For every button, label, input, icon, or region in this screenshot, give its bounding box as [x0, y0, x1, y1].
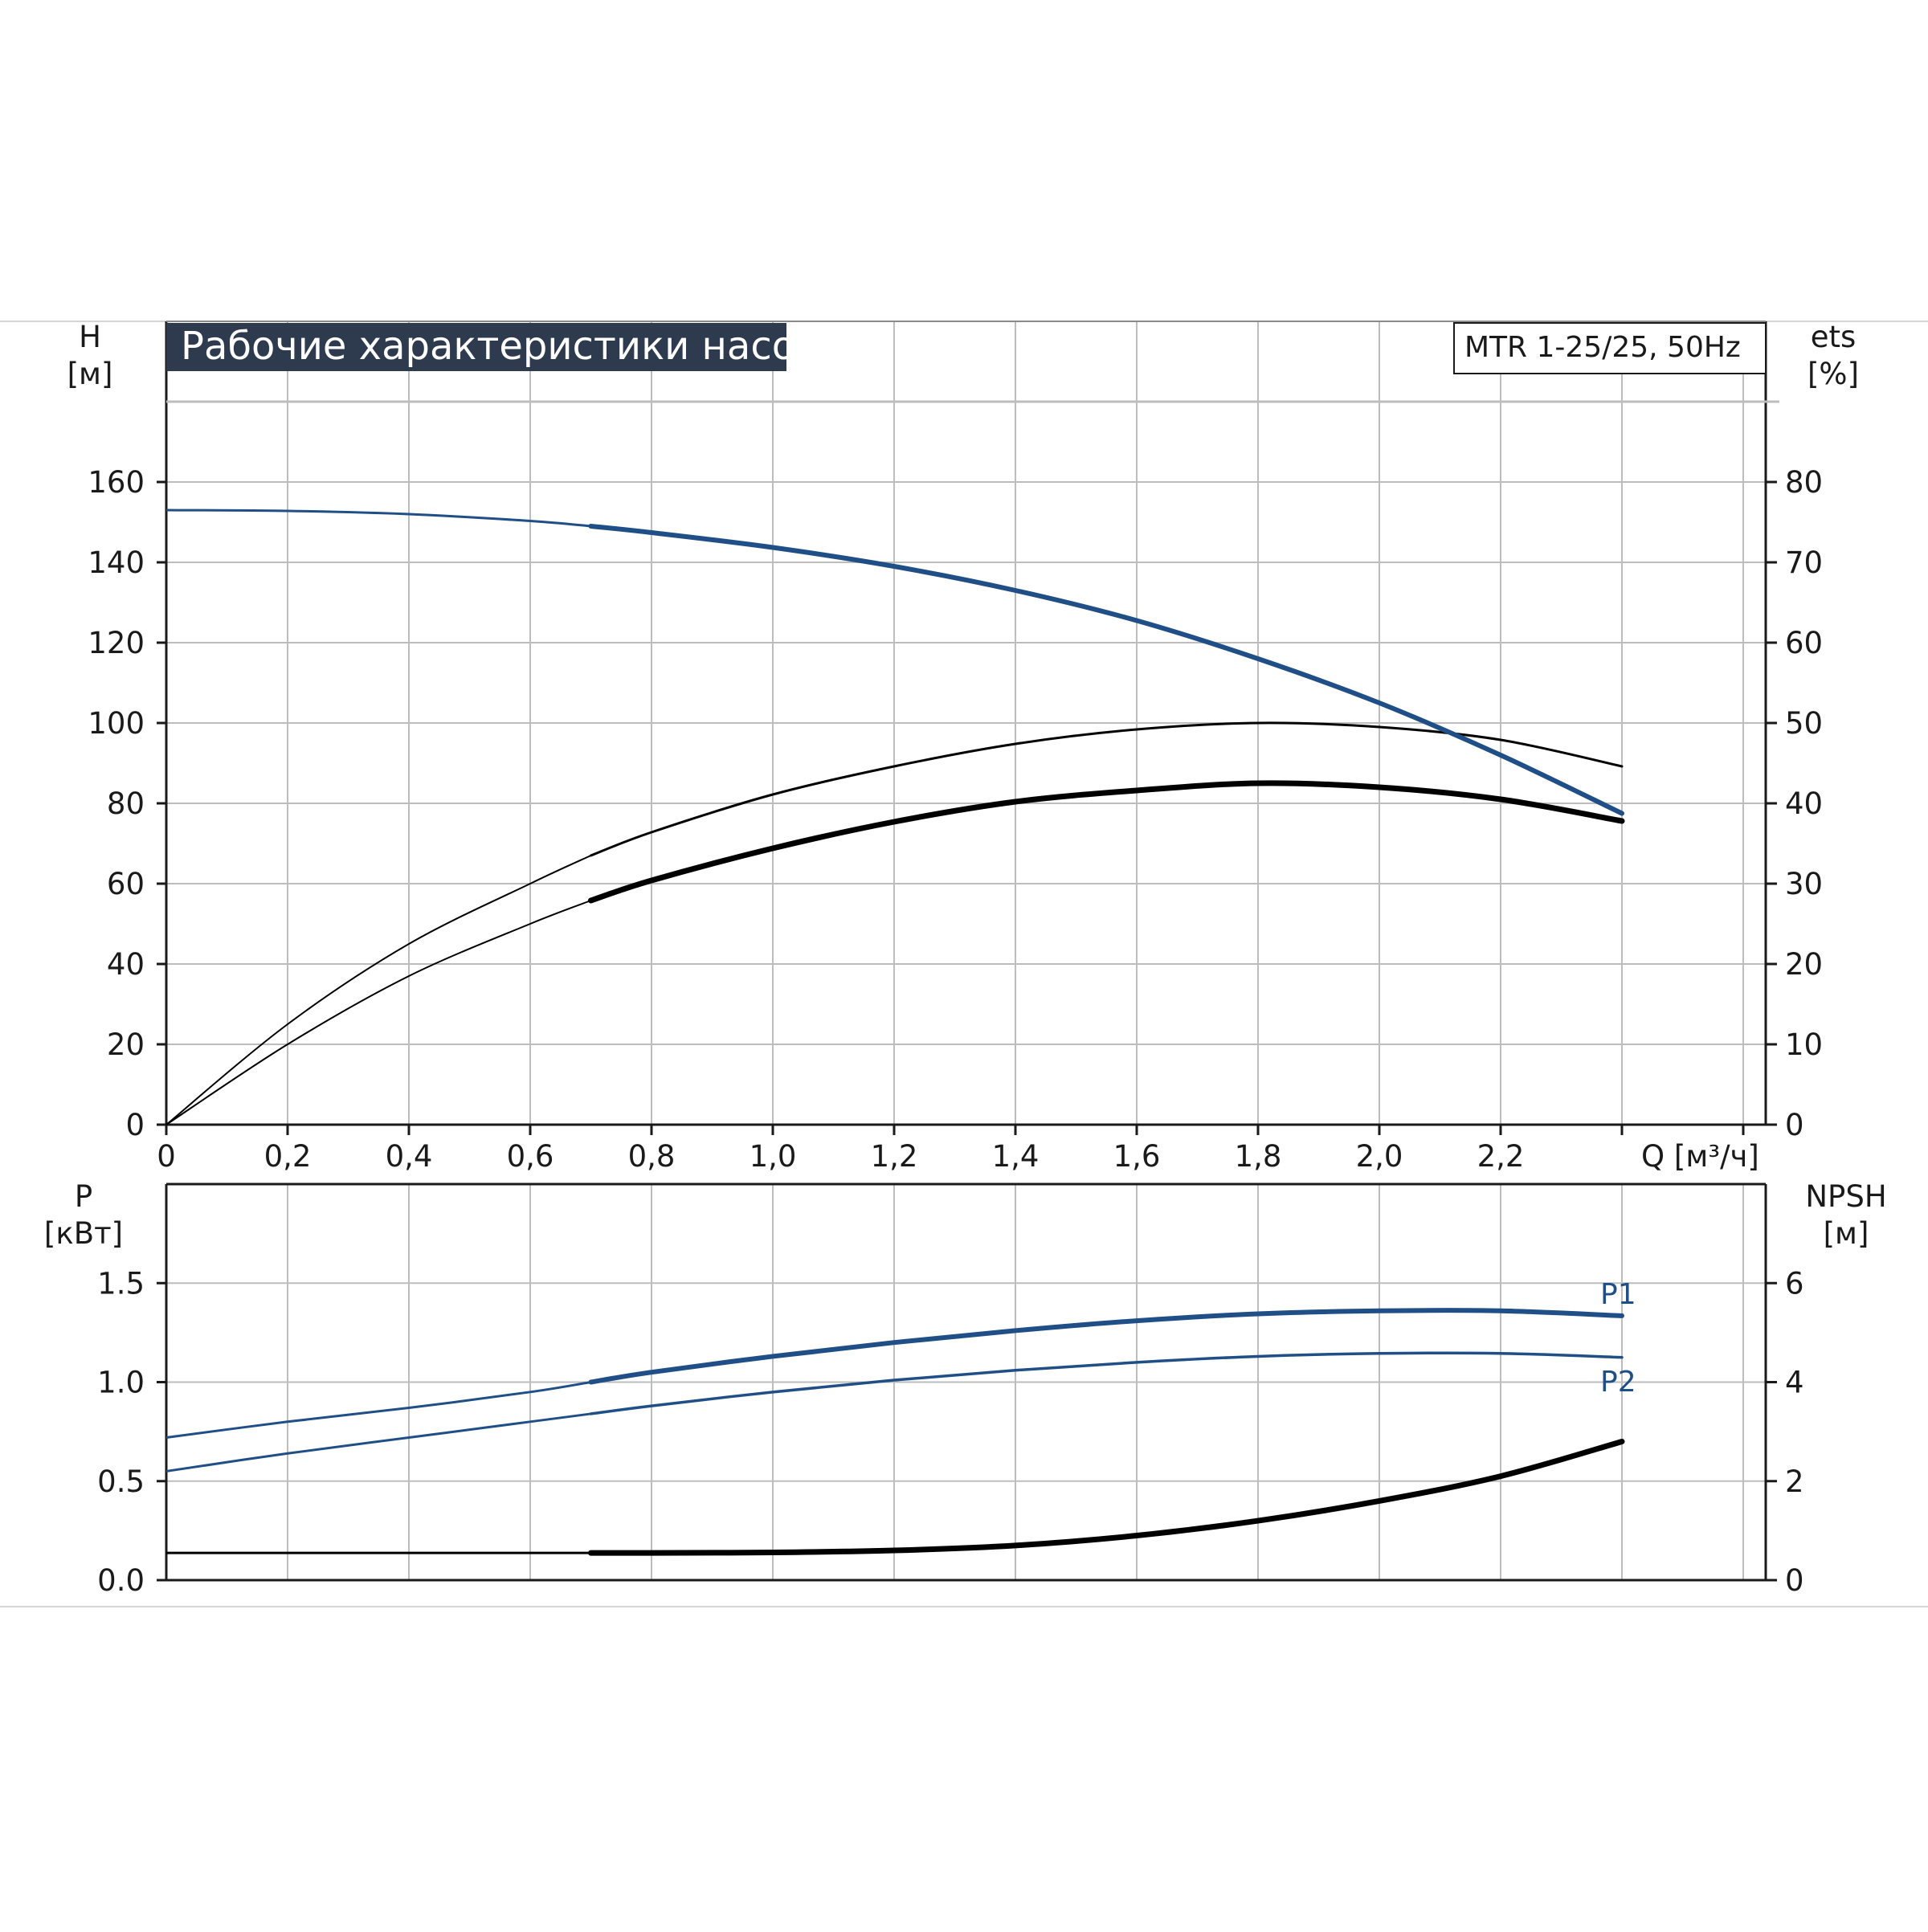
efficiency-curve-upper-extrapolated: [165, 855, 591, 1125]
curves: [165, 509, 1625, 1556]
y-left-tick-label: 160: [88, 465, 145, 500]
npsh-label: NPSH: [1805, 1179, 1886, 1214]
model-box: [1453, 322, 1767, 374]
x-tick-label: 0,4: [386, 1139, 433, 1174]
npsh-tick-label: 2: [1785, 1464, 1804, 1499]
head-curve-extrapolated: [165, 509, 591, 528]
x-tick-label: 2,2: [1477, 1139, 1525, 1174]
p-tick-label: 1.0: [97, 1366, 145, 1400]
series-label-p1: P1: [1600, 1278, 1636, 1311]
npsh-curve: [588, 1438, 1625, 1556]
p1-curve: [588, 1308, 1624, 1385]
grid-top: [166, 321, 1766, 1125]
y-right-tick-label: 20: [1785, 947, 1823, 982]
npsh-tick-label: 6: [1785, 1266, 1804, 1301]
grid-bottom: [166, 1184, 1766, 1580]
y-right-tick-label: 0: [1785, 1108, 1804, 1142]
p-unit: [кВт]: [44, 1216, 123, 1251]
y-left-tick-label: 100: [88, 706, 145, 741]
x-tick-label: 1,4: [992, 1139, 1040, 1174]
p1-curve-extrapolated: [165, 1381, 591, 1440]
y-right-tick-label: 80: [1785, 465, 1823, 500]
npsh-tick-label: 0: [1785, 1563, 1804, 1598]
chart-title: Рабочие характеристики насоса: [181, 324, 840, 369]
y-right-tick-label: 60: [1785, 626, 1823, 660]
y-left-tick-label: 80: [107, 786, 145, 821]
y-right-tick-label: 70: [1785, 545, 1823, 580]
x-tick-label: 1,0: [750, 1139, 797, 1174]
p-label: P: [75, 1179, 92, 1214]
y-left-tick-label: 140: [88, 545, 145, 580]
npsh-tick-label: 4: [1785, 1366, 1804, 1400]
x-tick-label: 2,0: [1356, 1139, 1403, 1174]
p-tick-label: 0.5: [97, 1464, 145, 1499]
x-tick-label: 0,6: [507, 1139, 554, 1174]
p-tick-label: 1.5: [97, 1266, 145, 1301]
x-tick-label: 0: [157, 1139, 176, 1174]
efficiency-curve-lower-extrapolated: [165, 900, 591, 1125]
npsh-unit: [м]: [1824, 1216, 1869, 1251]
y-left-unit: [м]: [67, 357, 113, 391]
y-right-label: ets: [1811, 320, 1857, 354]
y-left-tick-label: 60: [107, 867, 145, 901]
y-left-tick-label: 0: [125, 1108, 145, 1142]
p-tick-label: 0.0: [97, 1563, 145, 1598]
y-right-tick-label: 50: [1785, 706, 1823, 741]
model-label: MTR 1-25/25, 50Hz: [1464, 331, 1741, 364]
y-right-tick-label: 30: [1785, 867, 1823, 901]
y-left-tick-label: 120: [88, 626, 145, 660]
p2-curve-extrapolated: [165, 1412, 591, 1472]
axis-ticks: 0 0,2 0,4 0,6 0,8 1,0 1,2 1,4 1,6 1,8 2,0 2,2020406…: [88, 465, 1823, 1598]
y-right-unit: [%]: [1808, 357, 1859, 391]
efficiency-curve-upper: [590, 721, 1624, 857]
y-left-tick-label: 40: [107, 947, 145, 982]
y-right-tick-label: 40: [1785, 786, 1823, 821]
title-box: [166, 323, 786, 371]
x-tick-label: 1,8: [1235, 1139, 1282, 1174]
x-tick-label: 0,8: [628, 1139, 676, 1174]
x-axis-label: Q [м³/ч]: [1641, 1139, 1759, 1174]
x-tick-label: 0,2: [264, 1139, 312, 1174]
p2-curve: [589, 1351, 1624, 1415]
efficiency-curve-lower: [588, 780, 1625, 904]
y-right-tick-label: 10: [1785, 1027, 1823, 1062]
head-curve: [588, 524, 1624, 816]
y-left-tick-label: 20: [107, 1027, 145, 1062]
x-tick-label: 1,2: [871, 1139, 918, 1174]
x-tick-label: 1,6: [1113, 1139, 1161, 1174]
series-label-p2: P2: [1600, 1366, 1636, 1399]
y-left-label: H: [79, 320, 101, 354]
